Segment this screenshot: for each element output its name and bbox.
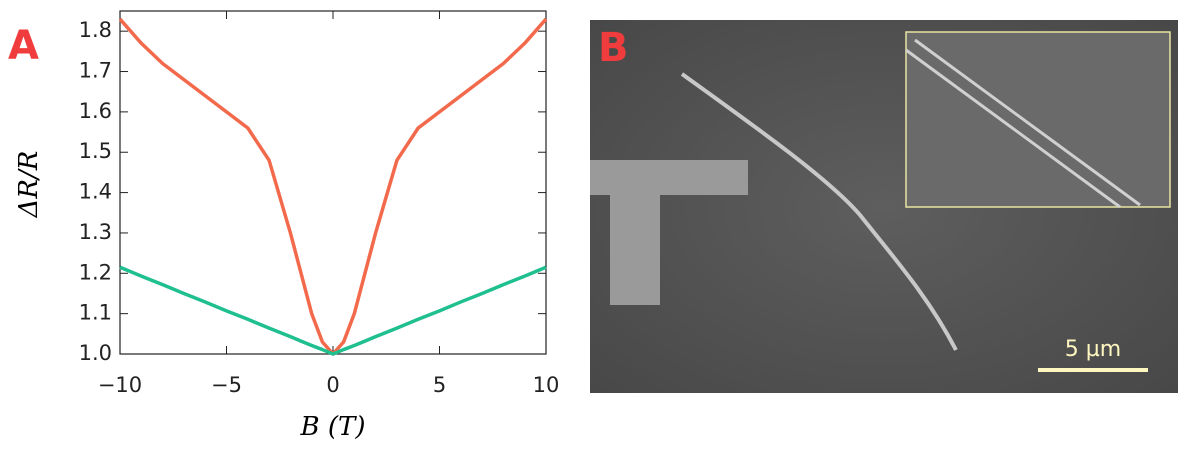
data-line xyxy=(118,17,548,356)
electrode xyxy=(590,160,748,305)
inset-wire xyxy=(905,38,1141,209)
data-line xyxy=(119,265,547,356)
y-tick-label: 1.8 xyxy=(79,18,112,42)
y-tick-label: 1.1 xyxy=(79,301,112,325)
x-tick-label: 10 xyxy=(533,373,560,397)
panel-label: A xyxy=(8,23,39,69)
x-axis-label: B (T) xyxy=(300,412,366,442)
y-tick-label: 1.0 xyxy=(79,341,112,365)
y-tick-label: 1.6 xyxy=(79,99,112,123)
y-tick-label: 1.5 xyxy=(79,139,112,163)
x-tick-label: −10 xyxy=(98,373,142,397)
y-tick-label: 1.7 xyxy=(79,59,112,83)
nanowire xyxy=(680,72,958,351)
y-tick-label: 1.2 xyxy=(79,260,112,284)
panel-label: B xyxy=(598,25,629,71)
x-tick-label: 5 xyxy=(433,373,446,397)
inset xyxy=(905,31,1171,208)
y-tick-label: 1.4 xyxy=(79,180,112,204)
scale-bar-label: 5 µm xyxy=(1065,337,1121,362)
y-tick-label: 1.3 xyxy=(79,220,112,244)
x-tick-label: −5 xyxy=(211,373,242,397)
plot-frame xyxy=(119,10,547,355)
y-axis-label: ΔR/R xyxy=(14,151,44,219)
x-tick-label: 0 xyxy=(326,373,339,397)
